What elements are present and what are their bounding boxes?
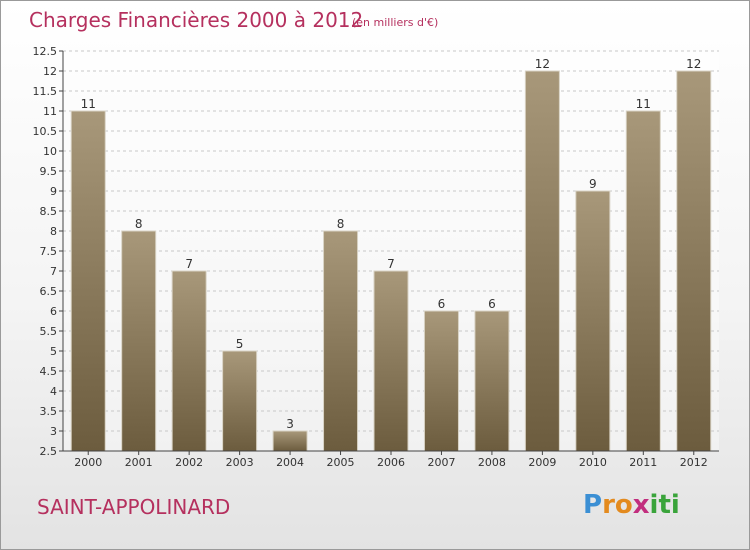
logo-letter: i — [670, 490, 680, 520]
logo-letter: P — [583, 490, 603, 520]
bar-2010 — [575, 190, 611, 452]
y-tick-label: 4 — [50, 385, 57, 398]
y-tick-label: 10 — [43, 145, 57, 158]
x-tick-label: 2003 — [226, 456, 254, 469]
y-tick-label: 2.5 — [40, 445, 58, 458]
x-tick-label: 2005 — [327, 456, 355, 469]
proxiti-logo[interactable]: Proxiti — [583, 490, 680, 520]
bar-2009 — [524, 70, 560, 452]
y-tick-label: 8 — [50, 225, 57, 238]
data-label: 7 — [185, 257, 193, 271]
bar-2000 — [70, 110, 106, 452]
y-tick-label: 12 — [43, 65, 57, 78]
y-tick-label: 3.5 — [40, 405, 58, 418]
y-tick-label: 11.5 — [33, 85, 58, 98]
y-tick-label: 7 — [50, 265, 57, 278]
bar-2003 — [222, 350, 258, 452]
y-tick-label: 9 — [50, 185, 57, 198]
y-tick-label: 3 — [50, 425, 57, 438]
bars: 11 8 7 5 3 8 7 6 6 12 9 11 12 — [70, 57, 712, 452]
y-tick-label: 12.5 — [33, 45, 58, 58]
y-tick-label: 9.5 — [40, 165, 58, 178]
bar-2008 — [474, 310, 510, 452]
bar-2004 — [272, 430, 308, 452]
logo-letter: t — [658, 490, 671, 520]
bar-2005 — [323, 230, 359, 452]
logo-letter: i — [649, 490, 659, 520]
x-tick-label: 2009 — [528, 456, 556, 469]
chart-title: Charges Financières 2000 à 2012 — [29, 8, 364, 32]
y-tick-label: 10.5 — [33, 125, 58, 138]
x-tick-label: 2011 — [629, 456, 657, 469]
logo-letter: x — [632, 490, 650, 520]
x-tick-label: 2010 — [579, 456, 607, 469]
data-label: 8 — [135, 217, 143, 231]
bar-2006 — [373, 270, 409, 452]
y-tick-label: 8.5 — [40, 205, 58, 218]
y-tick-label: 6.5 — [40, 285, 58, 298]
x-tick-label: 2007 — [427, 456, 455, 469]
x-tick-label: 2008 — [478, 456, 506, 469]
data-label: 11 — [81, 97, 96, 111]
y-tick-label: 11 — [43, 105, 57, 118]
y-tick-label: 6 — [50, 305, 57, 318]
data-label: 7 — [387, 257, 395, 271]
chart-subtitle: (en milliers d'€) — [352, 16, 439, 29]
data-label: 3 — [286, 417, 294, 431]
bar-2001 — [121, 230, 157, 452]
data-label: 6 — [488, 297, 496, 311]
y-tick-label: 5.5 — [40, 325, 58, 338]
data-label: 11 — [636, 97, 651, 111]
y-tick-label: 7.5 — [40, 245, 58, 258]
data-label: 12 — [535, 57, 550, 71]
x-tick-label: 2012 — [680, 456, 708, 469]
bar-2002 — [171, 270, 207, 452]
data-label: 5 — [236, 337, 244, 351]
data-label: 8 — [337, 217, 345, 231]
commune-name: SAINT-APPOLINARD — [37, 495, 231, 519]
bar-2012 — [676, 70, 712, 452]
axes: 2.533.544.555.566.577.588.599.51010.5111… — [33, 45, 719, 469]
x-tick-label: 2002 — [175, 456, 203, 469]
x-tick-label: 2001 — [125, 456, 153, 469]
x-tick-label: 2000 — [74, 456, 102, 469]
y-tick-label: 4.5 — [40, 365, 58, 378]
x-tick-label: 2006 — [377, 456, 405, 469]
x-tick-label: 2004 — [276, 456, 304, 469]
logo-letter: r — [602, 490, 615, 520]
bar-2007 — [423, 310, 459, 452]
data-label: 9 — [589, 177, 597, 191]
data-label: 6 — [438, 297, 446, 311]
bar-2011 — [625, 110, 661, 452]
data-label: 12 — [686, 57, 701, 71]
y-tick-label: 5 — [50, 345, 57, 358]
logo-letter: o — [614, 490, 633, 520]
